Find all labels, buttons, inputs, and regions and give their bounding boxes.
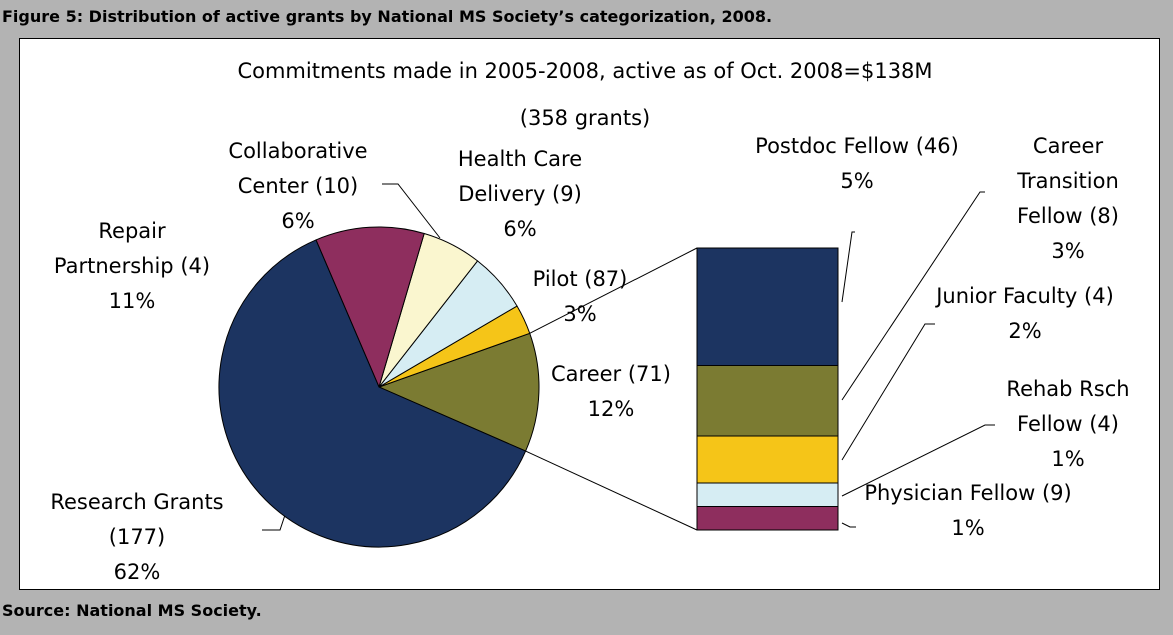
- segment-value-label: 1%: [951, 516, 985, 540]
- slice-value-label: 62%: [113, 560, 161, 584]
- slice-label: Research Grants (177): [50, 490, 224, 549]
- leader-line: [841, 522, 856, 528]
- segment-value-label: 1%: [1051, 447, 1085, 471]
- pie-slice: [377, 332, 540, 452]
- figure-caption: Figure 5: Distribution of active grants …: [2, 7, 773, 26]
- slice-value-label: 6%: [503, 217, 537, 241]
- slice-label: Pilot (87): [532, 267, 628, 291]
- pie-slice: [218, 239, 527, 548]
- segment-value-label: 3%: [1051, 239, 1085, 263]
- plot-area: [19, 38, 1160, 590]
- leader-line: [382, 183, 441, 239]
- segment-label: Career Transition Fellow (8): [1017, 134, 1119, 228]
- chart-title: Commitments made in 2005-2008, active as…: [237, 59, 933, 83]
- bar-segment: [696, 247, 839, 366]
- slice-value-label: 3%: [563, 302, 597, 326]
- slice-label: Health Care Delivery (9): [457, 147, 583, 206]
- slice-label: Collaborative Center (10): [228, 139, 368, 198]
- leader-line: [841, 231, 855, 303]
- connector-line: [525, 450, 698, 531]
- leader-line: [841, 323, 935, 461]
- bar-segment: [696, 482, 839, 507]
- slice-label: Career (71): [551, 362, 671, 386]
- leader-line: [841, 424, 995, 497]
- slice-value-label: 12%: [587, 397, 635, 421]
- segment-label: Physician Fellow (9): [864, 481, 1072, 505]
- segment-label: Junior Faculty (4): [936, 284, 1114, 308]
- bar-segment: [696, 365, 839, 437]
- connector-line: [529, 247, 698, 334]
- segment-value-label: 2%: [1008, 319, 1042, 343]
- slice-label: Repair Partnership (4): [53, 219, 211, 278]
- bar-segment: [696, 435, 839, 484]
- segment-label: Postdoc Fellow (46): [755, 134, 959, 158]
- chart-subtitle: (358 grants): [519, 106, 651, 130]
- figure-source: Source: National MS Society.: [2, 601, 262, 620]
- leader-line: [841, 191, 985, 401]
- pie-slice: [315, 226, 425, 389]
- slice-value-label: 6%: [281, 209, 315, 233]
- segment-label: Rehab Rsch Fellow (4): [1006, 377, 1130, 436]
- slice-value-label: 11%: [108, 289, 156, 313]
- segment-value-label: 5%: [840, 169, 874, 193]
- leader-lines: [262, 183, 995, 531]
- bar-segment: [696, 506, 839, 531]
